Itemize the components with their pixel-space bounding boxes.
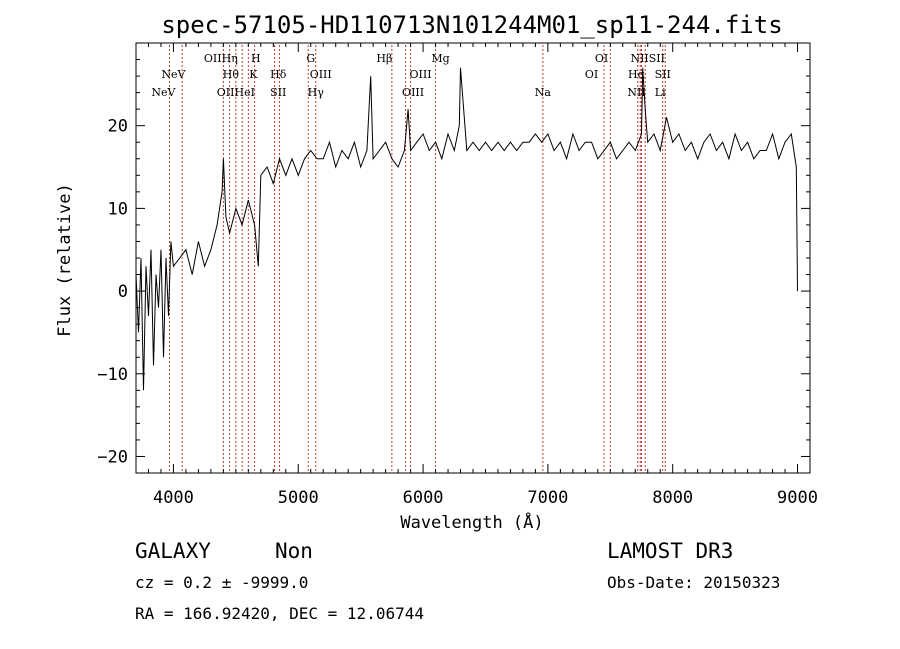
spectral-line-label: NeV: [161, 68, 186, 81]
y-tick-label: 0: [118, 282, 128, 302]
y-tick-label: 10: [108, 199, 128, 219]
x-tick-label: 5000: [278, 488, 319, 508]
x-tick-label: 8000: [652, 488, 693, 508]
observation-date: Obs-Date: 20150323: [607, 573, 781, 592]
spectral-line-label: OIII: [402, 86, 424, 99]
spectral-line-label: Hγ: [308, 86, 325, 99]
spectral-line-label: NII: [627, 86, 645, 99]
y-tick-label: −20: [97, 447, 128, 467]
y-tick-label: 20: [108, 117, 128, 137]
object-class: GALAXY: [135, 539, 211, 563]
x-axis-label: Wavelength (Å): [400, 511, 543, 533]
spectral-line-label: Hβ: [376, 52, 392, 65]
spectral-line-label: OIIHη: [204, 52, 238, 65]
spectral-line-label: G: [306, 52, 315, 65]
y-tick-label: −10: [97, 365, 128, 385]
spectral-line-label: Li: [655, 86, 666, 99]
spectral-line-label: K: [249, 68, 258, 81]
spectral-line-label: OIII: [310, 68, 332, 81]
spectral-line-label: OIIHeI: [217, 86, 255, 99]
y-axis-ticks: −20 −10 0 10 20: [97, 59, 810, 474]
x-tick-label: 4000: [153, 488, 194, 508]
redshift-cz: cz = 0.2 ± -9999.0: [135, 573, 309, 592]
spectral-line-label: SII: [270, 86, 286, 99]
survey-name: LAMOST DR3: [607, 539, 734, 563]
chart-title: spec-57105-HD110713N101244M01_sp11-244.f…: [161, 11, 782, 39]
x-tick-label: 7000: [527, 488, 568, 508]
spectral-line-label: OIII: [410, 68, 432, 81]
spectral-line-markers: [168, 45, 666, 471]
spectral-line-label: H: [251, 52, 261, 65]
x-tick-label: 9000: [777, 488, 818, 508]
y-axis-label: Flux (relative): [55, 183, 75, 337]
spectral-line-label: OI: [595, 52, 608, 65]
plot-frame: [135, 42, 811, 474]
spectral-line-label: NIISII: [630, 52, 665, 65]
spectral-line-label: Hδ: [270, 68, 287, 81]
spectral-line-label: Na: [535, 86, 552, 99]
spectral-line-label: Mg: [431, 52, 449, 65]
spectral-line-label: Hα: [628, 68, 646, 81]
flux-series-line: [135, 67, 798, 391]
x-tick-label: 6000: [403, 488, 444, 508]
coordinates: RA = 166.92420, DEC = 12.06744: [135, 604, 424, 623]
spectral-line-label: NeV: [151, 86, 176, 99]
object-subclass: Non: [275, 539, 313, 563]
x-axis-ticks: 4000 5000 6000 7000 8000 9000: [135, 43, 818, 508]
spectral-line-label: Hθ: [223, 68, 240, 81]
spectral-line-label: SII: [655, 68, 671, 81]
spectral-line-label: OI: [585, 68, 598, 81]
